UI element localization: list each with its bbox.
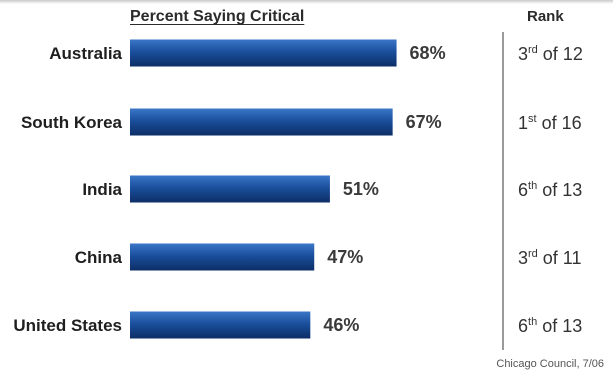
value-label: 46%: [323, 315, 359, 335]
category-label: United States: [13, 316, 122, 335]
rank-label: 3rd of 12: [518, 44, 583, 64]
value-label: 51%: [343, 179, 379, 199]
bar: [130, 39, 397, 67]
rank-label: 3rd of 11: [518, 248, 582, 268]
category-label: Australia: [49, 44, 122, 63]
bar: [130, 108, 393, 136]
rank-label: 1st of 16: [518, 113, 582, 133]
rank-label: 6th of 13: [518, 180, 582, 200]
category-label: China: [75, 248, 123, 267]
value-label: 47%: [327, 247, 363, 267]
value-label: 68%: [410, 43, 446, 63]
bar: [130, 175, 330, 203]
value-label: 67%: [406, 112, 442, 132]
rank-column-heading: Rank: [527, 8, 564, 25]
category-label: South Korea: [21, 113, 123, 132]
top-strip: [0, 0, 613, 4]
value-column-heading: Percent Saying Critical: [130, 8, 305, 25]
bar: [130, 243, 315, 271]
source-note: Chicago Council, 7/06: [496, 358, 604, 370]
category-label: India: [82, 180, 122, 199]
rank-label: 6th of 13: [518, 316, 582, 336]
bar: [130, 311, 311, 339]
